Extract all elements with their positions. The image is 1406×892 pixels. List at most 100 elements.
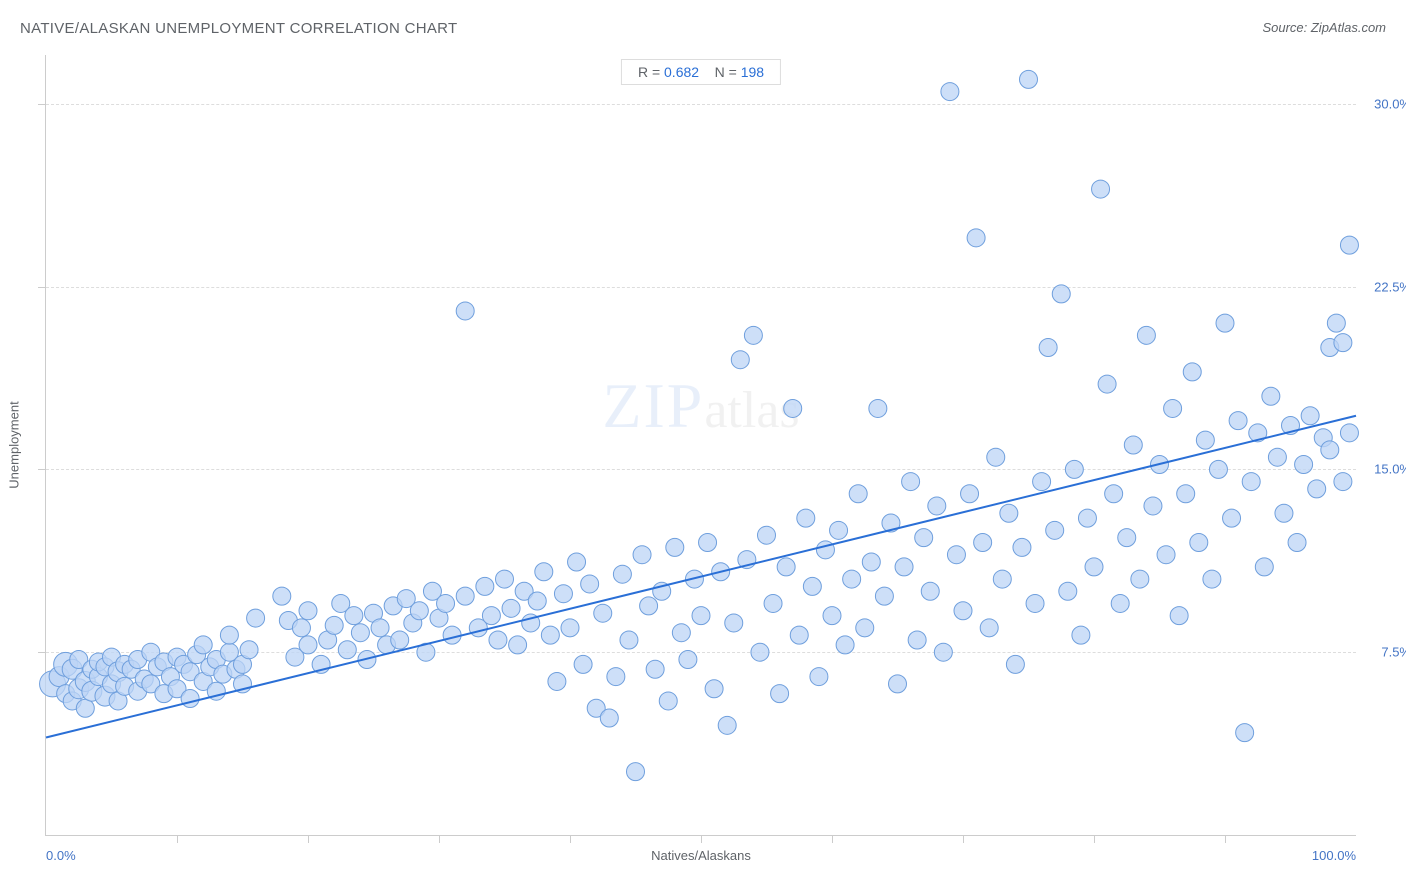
data-point [561, 619, 579, 637]
stats-box: R = 0.682 N = 198 [621, 59, 781, 85]
y-tick [38, 104, 46, 105]
x-tick [1094, 835, 1095, 843]
x-tick [1225, 835, 1226, 843]
x-axis-label: Natives/Alaskans [651, 848, 751, 863]
data-point [659, 692, 677, 710]
data-point [771, 685, 789, 703]
data-point [902, 473, 920, 491]
data-point [1098, 375, 1116, 393]
y-tick-label: 22.5% [1361, 279, 1406, 294]
data-point [1137, 326, 1155, 344]
data-point [1288, 534, 1306, 552]
r-value: 0.682 [664, 64, 699, 80]
r-label: R = [638, 64, 660, 80]
data-point [974, 534, 992, 552]
data-point [548, 672, 566, 690]
data-point [646, 660, 664, 678]
y-tick [38, 287, 46, 288]
y-tick [38, 469, 46, 470]
data-point [718, 716, 736, 734]
data-point [1216, 314, 1234, 332]
data-point [731, 351, 749, 369]
data-point [1334, 473, 1352, 491]
data-point [1262, 387, 1280, 405]
data-point [764, 594, 782, 612]
data-point [784, 399, 802, 417]
y-tick [38, 652, 46, 653]
data-point [594, 604, 612, 622]
data-point [921, 582, 939, 600]
data-point [1013, 538, 1031, 556]
data-point [1006, 655, 1024, 673]
data-point [1275, 504, 1293, 522]
data-point [194, 636, 212, 654]
data-point [934, 643, 952, 661]
data-point [1131, 570, 1149, 588]
data-point [292, 619, 310, 637]
data-point [496, 570, 514, 588]
data-point [299, 602, 317, 620]
data-point [1078, 509, 1096, 527]
data-point [790, 626, 808, 644]
data-point [456, 302, 474, 320]
data-point [1164, 399, 1182, 417]
data-point [947, 546, 965, 564]
data-point [803, 577, 821, 595]
data-point [220, 626, 238, 644]
data-point [1033, 473, 1051, 491]
data-point [607, 668, 625, 686]
data-point [541, 626, 559, 644]
data-point [993, 570, 1011, 588]
data-point [247, 609, 265, 627]
data-point [1105, 485, 1123, 503]
data-point [1190, 534, 1208, 552]
data-point [987, 448, 1005, 466]
data-point [758, 526, 776, 544]
data-point [76, 699, 94, 717]
data-point [325, 616, 343, 634]
data-point [961, 485, 979, 503]
data-point [1255, 558, 1273, 576]
data-point [1072, 626, 1090, 644]
data-point [1327, 314, 1345, 332]
data-point [1203, 570, 1221, 588]
data-point [443, 626, 461, 644]
data-point [1308, 480, 1326, 498]
x-max-label: 100.0% [1312, 848, 1356, 863]
data-point [437, 594, 455, 612]
scatter-chart: R = 0.682 N = 198 ZIPatlas Unemployment … [45, 55, 1356, 836]
data-point [391, 631, 409, 649]
data-point [679, 651, 697, 669]
x-tick [963, 835, 964, 843]
n-label: N = [715, 64, 737, 80]
data-point [1059, 582, 1077, 600]
data-point [476, 577, 494, 595]
data-point [1183, 363, 1201, 381]
data-point [240, 641, 258, 659]
data-point [797, 509, 815, 527]
data-point [895, 558, 913, 576]
x-tick [308, 835, 309, 843]
data-point [1170, 607, 1188, 625]
data-point [1242, 473, 1260, 491]
data-point [705, 680, 723, 698]
data-point [554, 585, 572, 603]
data-point [1177, 485, 1195, 503]
data-point [1157, 546, 1175, 564]
x-tick [701, 835, 702, 843]
data-point [875, 587, 893, 605]
y-axis-label: Unemployment [7, 401, 22, 488]
data-point [181, 690, 199, 708]
data-point [725, 614, 743, 632]
data-point [1144, 497, 1162, 515]
data-point [613, 565, 631, 583]
data-point [1321, 441, 1339, 459]
data-point [620, 631, 638, 649]
data-point [941, 83, 959, 101]
data-point [810, 668, 828, 686]
data-point [299, 636, 317, 654]
data-point [456, 587, 474, 605]
data-point [535, 563, 553, 581]
data-point [1039, 339, 1057, 357]
x-tick [570, 835, 571, 843]
